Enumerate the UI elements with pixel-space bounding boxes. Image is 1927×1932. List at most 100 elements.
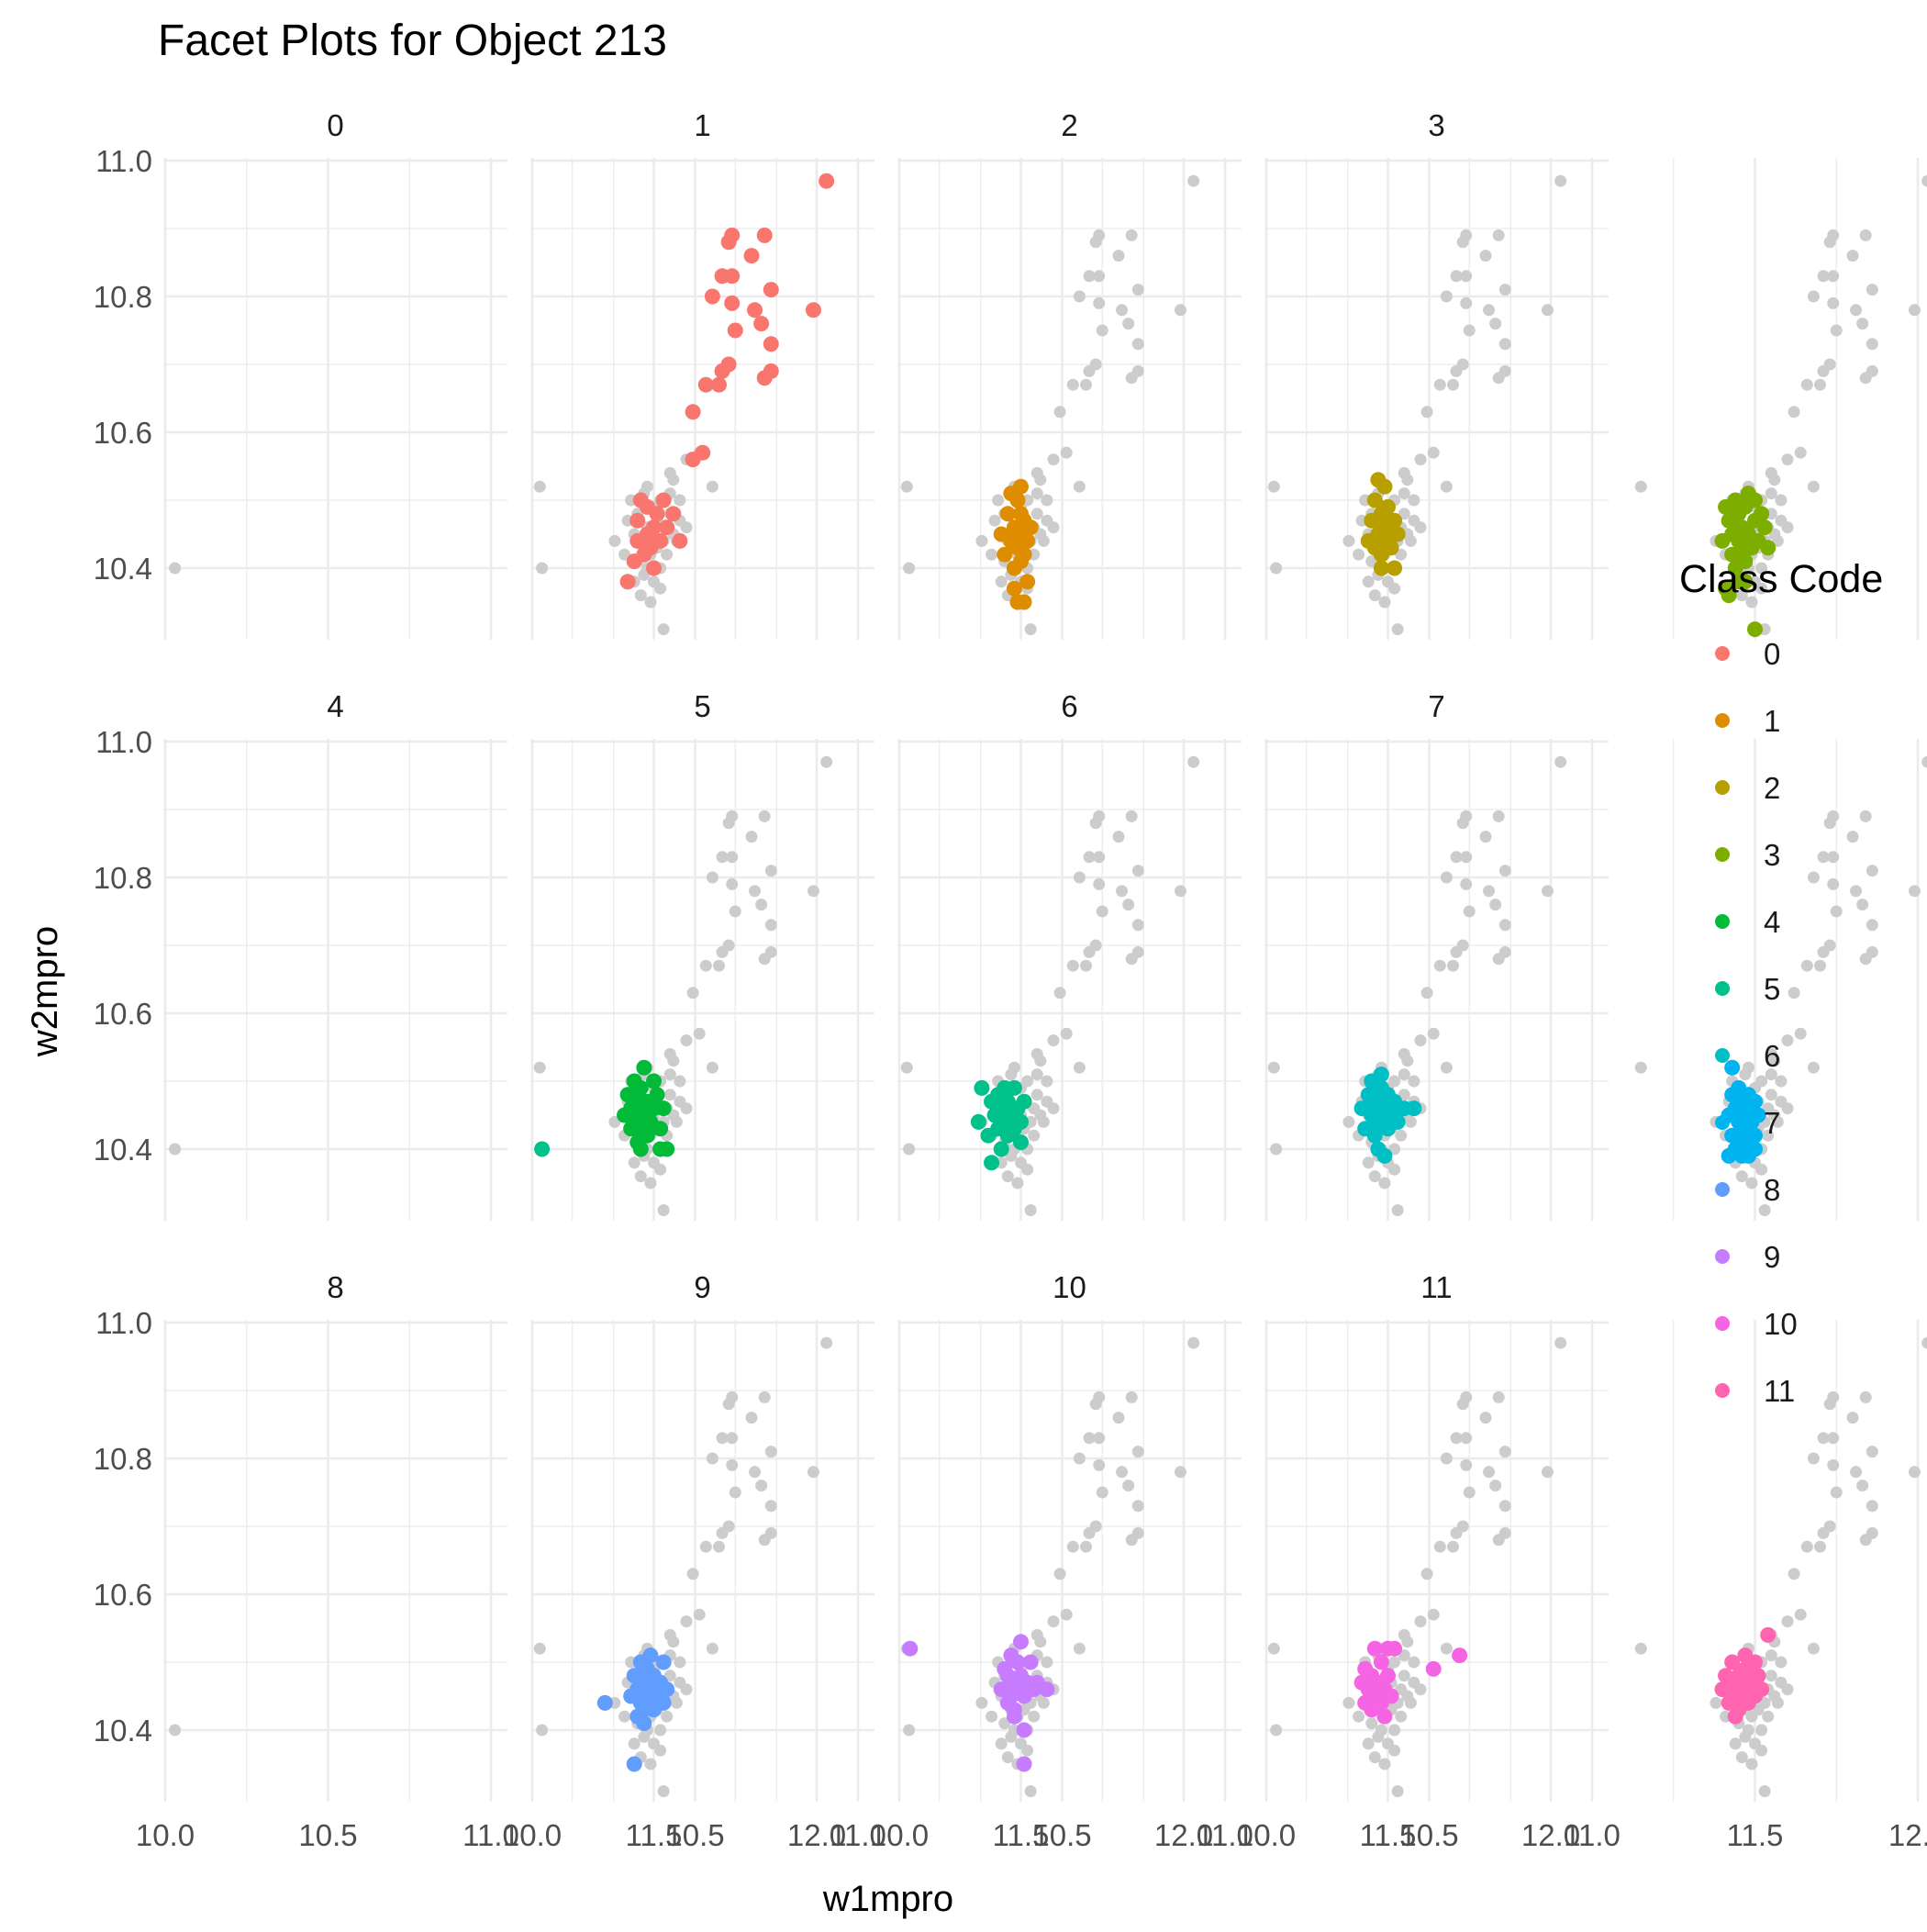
background-point bbox=[1788, 987, 1800, 1000]
y-tick-label: 10.8 bbox=[94, 1442, 152, 1476]
background-point bbox=[1388, 1075, 1401, 1088]
background-point bbox=[749, 1466, 762, 1479]
background-point bbox=[1447, 1540, 1459, 1553]
class-0-point bbox=[727, 322, 743, 339]
background-point bbox=[674, 1075, 686, 1088]
background-point bbox=[1433, 959, 1446, 972]
background-point bbox=[1270, 1143, 1283, 1156]
class-6-point bbox=[1406, 1100, 1422, 1117]
background-point bbox=[1066, 378, 1079, 391]
background-point bbox=[1021, 1163, 1034, 1176]
background-point bbox=[1030, 508, 1043, 520]
background-point bbox=[1021, 1744, 1034, 1757]
background-point bbox=[1440, 290, 1453, 303]
background-point bbox=[1353, 1710, 1365, 1723]
background-point bbox=[674, 1656, 686, 1669]
background-point bbox=[726, 877, 739, 890]
background-point bbox=[1755, 1163, 1768, 1176]
facet-label-6: 6 bbox=[1061, 689, 1077, 723]
x-tick-label: 11.0 bbox=[830, 1818, 886, 1852]
background-point bbox=[1710, 1696, 1722, 1709]
background-point bbox=[1859, 953, 1872, 966]
background-point bbox=[686, 1568, 699, 1580]
background-point bbox=[1047, 1034, 1060, 1047]
background-point bbox=[1827, 877, 1840, 890]
background-point bbox=[726, 1458, 739, 1471]
class-3-point bbox=[1760, 540, 1777, 556]
class-0-point bbox=[747, 302, 763, 318]
background-point bbox=[1125, 810, 1138, 822]
class-1-point bbox=[999, 506, 1016, 522]
background-point bbox=[1368, 1170, 1381, 1183]
background-point bbox=[1460, 1432, 1473, 1445]
class-1-point bbox=[1022, 519, 1039, 536]
background-point bbox=[1788, 1568, 1800, 1580]
background-point bbox=[1447, 378, 1459, 391]
class-1-point bbox=[1016, 594, 1032, 610]
background-point bbox=[758, 1390, 771, 1403]
background-point bbox=[640, 480, 653, 493]
background-point bbox=[1028, 1129, 1041, 1142]
background-point bbox=[1739, 1730, 1752, 1743]
background-point bbox=[1541, 1466, 1554, 1479]
class-8-point bbox=[655, 1654, 672, 1670]
background-point bbox=[1755, 582, 1768, 595]
background-point bbox=[975, 534, 988, 547]
class-10-point bbox=[1425, 1660, 1442, 1677]
class-1-point bbox=[1019, 532, 1036, 549]
background-point bbox=[1131, 284, 1144, 296]
background-point bbox=[726, 810, 739, 822]
background-point bbox=[1398, 1670, 1410, 1682]
class-9-point bbox=[1016, 1722, 1032, 1738]
background-point bbox=[1775, 1075, 1788, 1088]
background-point bbox=[1492, 1390, 1505, 1403]
background-point bbox=[764, 919, 777, 932]
class-3-point bbox=[1756, 519, 1773, 536]
background-point bbox=[1362, 1737, 1375, 1750]
background-point bbox=[1823, 1520, 1836, 1533]
background-point bbox=[1492, 810, 1505, 822]
background-point bbox=[1866, 338, 1878, 351]
class-9-point bbox=[1013, 1634, 1029, 1650]
background-point bbox=[1817, 1432, 1830, 1445]
class-8-point bbox=[596, 1694, 613, 1711]
background-point bbox=[1745, 596, 1758, 609]
background-point bbox=[1080, 959, 1092, 972]
class-2-point bbox=[1370, 472, 1387, 488]
background-point bbox=[1450, 270, 1463, 283]
x-tick-label: 12.0 bbox=[787, 1818, 846, 1852]
background-point bbox=[1131, 1500, 1144, 1513]
background-point bbox=[1073, 1452, 1086, 1465]
background-point bbox=[1391, 623, 1404, 636]
background-point bbox=[1788, 406, 1800, 419]
y-tick-label: 10.8 bbox=[94, 280, 152, 314]
background-point bbox=[1460, 270, 1473, 283]
background-point bbox=[1479, 1412, 1492, 1424]
class-3-point bbox=[1754, 506, 1770, 522]
background-point bbox=[1541, 885, 1554, 898]
background-point bbox=[1463, 324, 1476, 337]
background-point bbox=[1011, 1177, 1024, 1189]
background-point bbox=[1440, 871, 1453, 884]
background-point bbox=[1073, 480, 1086, 493]
class-2-point bbox=[1387, 512, 1403, 529]
background-point bbox=[680, 521, 693, 534]
background-point bbox=[1765, 1670, 1777, 1682]
background-point bbox=[1856, 318, 1869, 330]
background-point bbox=[1368, 1751, 1381, 1764]
class-0-point bbox=[819, 173, 835, 189]
background-point bbox=[1830, 1486, 1843, 1499]
background-point bbox=[1112, 250, 1125, 262]
background-point bbox=[1554, 1336, 1567, 1349]
background-point bbox=[693, 1608, 706, 1621]
background-point bbox=[1362, 575, 1375, 588]
background-point bbox=[1492, 229, 1505, 241]
background-point bbox=[1267, 1061, 1280, 1074]
background-point bbox=[1762, 1129, 1775, 1142]
facet-panel-2 bbox=[897, 158, 1553, 640]
background-point bbox=[1041, 1075, 1053, 1088]
class-1-point bbox=[997, 546, 1013, 563]
background-point bbox=[900, 1061, 913, 1074]
background-point bbox=[1408, 1656, 1420, 1669]
